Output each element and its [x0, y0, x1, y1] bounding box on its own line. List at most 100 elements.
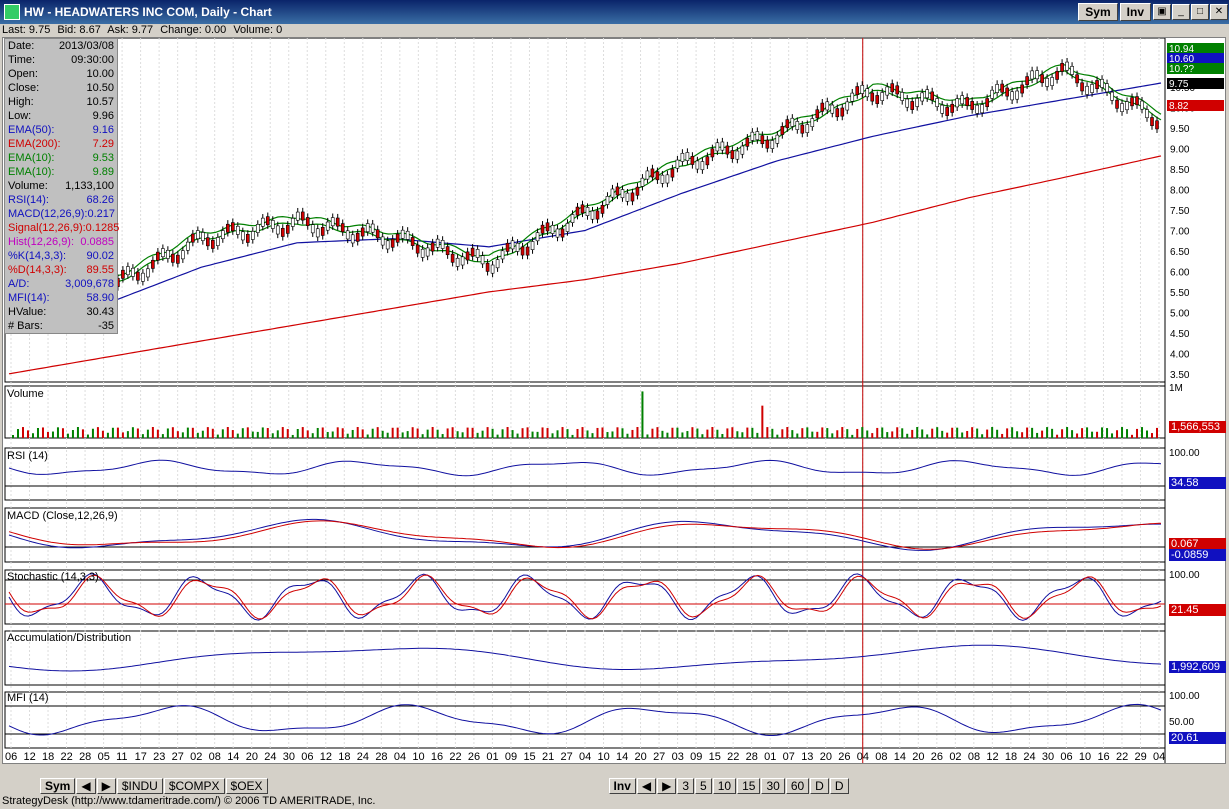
period-3[interactable]: 3 — [677, 777, 695, 794]
period-daily-2[interactable]: D — [829, 777, 849, 794]
candle-body — [905, 98, 910, 108]
volume-bar — [571, 434, 574, 438]
candle-body — [330, 217, 335, 227]
volume-bar — [1146, 430, 1149, 438]
date-tick: 07 — [783, 751, 795, 763]
volume-bar — [1061, 429, 1064, 438]
period-60[interactable]: 60 — [785, 777, 810, 794]
inv-tab[interactable]: Inv — [608, 777, 636, 794]
volume-bar — [36, 427, 39, 438]
info-key: High: — [8, 96, 34, 108]
volume-bar — [726, 428, 729, 438]
candle-body — [1070, 66, 1074, 75]
period-daily[interactable]: D — [810, 777, 829, 794]
volume-bar — [696, 428, 699, 438]
volume-bar — [186, 427, 189, 438]
candle-body — [470, 247, 475, 257]
volume-bar — [951, 427, 954, 438]
last-price: Last: 9.75 — [2, 24, 51, 36]
chart-svg[interactable]: 11.5011.0010.5010.009.509.008.508.007.50… — [3, 37, 1225, 776]
candle-body — [560, 228, 565, 238]
volume-bar — [611, 431, 614, 438]
scroll-left-icon[interactable]: ◀ — [76, 777, 96, 794]
date-tick: 30 — [283, 751, 295, 763]
chart-area[interactable]: 11.5011.0010.5010.009.509.008.508.007.50… — [2, 37, 1226, 776]
candle-body — [720, 141, 725, 151]
period-right-icon[interactable]: ▶ — [657, 777, 677, 794]
candle-body — [166, 250, 170, 259]
volume-bar — [606, 432, 609, 438]
date-tick: 02 — [949, 751, 961, 763]
volume-bar — [741, 432, 744, 438]
volume-bar — [456, 431, 459, 438]
volume-bar — [786, 427, 789, 438]
volume-bar — [1091, 431, 1094, 438]
volume-bar — [1121, 427, 1124, 438]
date-tick: 27 — [653, 751, 665, 763]
volume-bar — [966, 431, 969, 438]
info-value: 89.55 — [86, 264, 114, 276]
candle-body — [525, 246, 530, 256]
info-row: EMA(200): 7.29 — [5, 137, 117, 151]
candle-body — [840, 107, 845, 117]
volume-bar — [756, 432, 759, 438]
candle-body — [1020, 84, 1024, 94]
volume-bar — [1056, 434, 1059, 438]
candle-body — [865, 88, 870, 98]
candle-body — [1025, 76, 1029, 86]
period-10[interactable]: 10 — [712, 777, 737, 794]
candle-body — [206, 237, 210, 247]
oex-tab[interactable]: $OEX — [225, 777, 268, 794]
indu-tab[interactable]: $INDU — [116, 777, 163, 794]
candle-body — [670, 168, 675, 178]
close-icon[interactable]: ✕ — [1210, 4, 1228, 20]
price-tick: 6.00 — [1170, 267, 1190, 278]
volume-bar — [341, 428, 344, 438]
candle-body — [280, 228, 285, 237]
volume-value: Volume: 0 — [233, 24, 283, 36]
restore-icon[interactable]: ▣ — [1153, 4, 1171, 20]
candle-body — [1120, 103, 1124, 112]
period-30[interactable]: 30 — [761, 777, 785, 794]
period-5[interactable]: 5 — [695, 777, 712, 794]
maximize-icon[interactable]: □ — [1191, 4, 1209, 20]
info-key: Low: — [8, 110, 32, 122]
volume-bar — [26, 430, 29, 438]
candle-body — [825, 101, 830, 111]
info-row: MFI(14): 58.90 — [5, 291, 117, 305]
candle-body — [985, 98, 989, 108]
date-tick: 22 — [727, 751, 739, 763]
compx-tab[interactable]: $COMPX — [163, 777, 225, 794]
volume-bar — [636, 427, 639, 438]
candle-body — [770, 140, 775, 149]
sym-tab[interactable]: Sym — [40, 777, 76, 794]
volume-bar — [591, 433, 594, 438]
minimize-icon[interactable]: _ — [1172, 4, 1190, 20]
sym-button[interactable]: Sym — [1078, 3, 1118, 21]
candle-body — [700, 161, 705, 171]
candle-body — [1045, 77, 1049, 87]
volume-bar — [676, 427, 679, 438]
volume-bar — [771, 428, 774, 438]
volume-bar — [391, 427, 394, 438]
volume-bar — [301, 427, 304, 438]
info-value: 09:30:00 — [71, 54, 114, 66]
candle-body — [385, 240, 390, 250]
scroll-right-icon[interactable]: ▶ — [96, 777, 116, 794]
candle-body — [1080, 82, 1084, 92]
volume-bar — [151, 427, 154, 438]
volume-bar — [286, 429, 289, 438]
candle-body — [570, 214, 575, 223]
bid-price: Bid: 8.67 — [57, 24, 101, 36]
candle-body — [226, 223, 230, 233]
info-key: Date: — [8, 40, 35, 52]
candle-body — [900, 92, 905, 101]
candle-body — [415, 244, 420, 254]
inv-button[interactable]: Inv — [1119, 3, 1151, 21]
volume-bar — [791, 430, 794, 438]
candle-body — [365, 223, 370, 233]
period-left-icon[interactable]: ◀ — [636, 777, 657, 794]
period-15[interactable]: 15 — [737, 777, 761, 794]
info-key: Open: — [8, 68, 38, 80]
volume-bar — [476, 432, 479, 438]
